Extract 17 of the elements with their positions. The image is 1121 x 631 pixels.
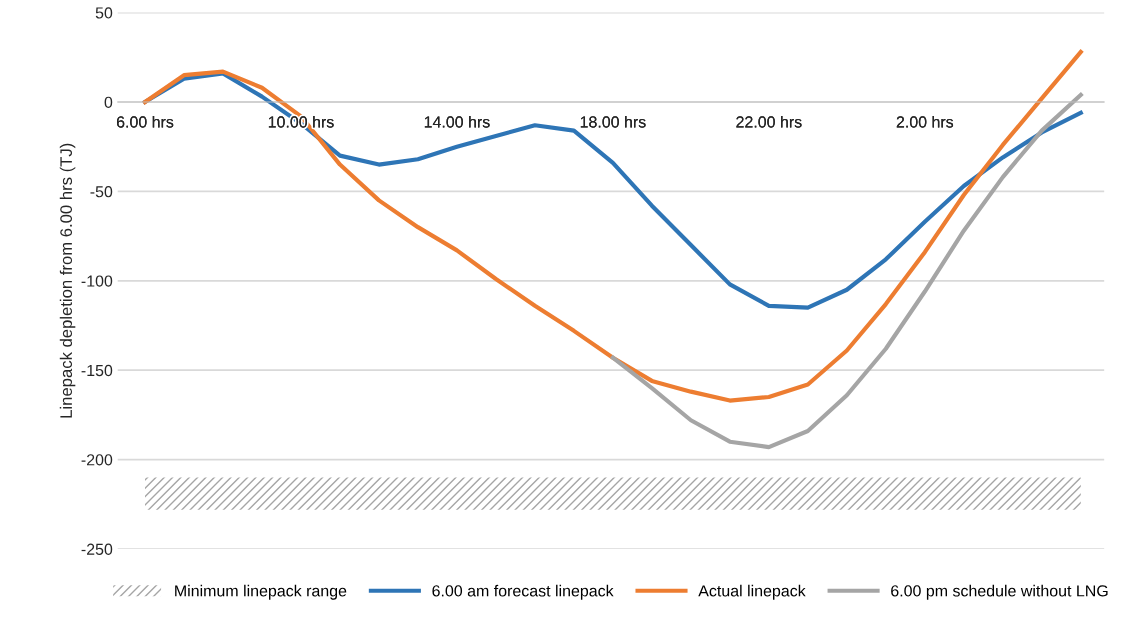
y-tick-label: -100 [81,275,113,287]
y-tick-label: -250 [81,543,113,555]
legend-label: Actual linepack [698,584,806,600]
x-tick-label: 22.00 hrs [736,115,802,128]
x-tick-label: 6.00 hrs [116,115,174,128]
legend-label: 6.00 am forecast linepack [432,584,614,600]
y-tick-label: 50 [95,7,113,19]
y-axis-title: Linepack depletion from 6.00 hrs (TJ) [59,143,76,418]
x-tick-label: 2.00 hrs [896,115,954,128]
y-tick-label: -50 [90,186,113,198]
legend-label: 6.00 pm schedule without LNG [891,584,1108,600]
y-tick-label: -150 [81,364,113,377]
legend-label: Minimum linepack range [175,584,347,600]
x-tick-label: 14.00 hrs [424,115,490,128]
y-tick-label: 0 [104,96,113,108]
x-tick-label: 18.00 hrs [580,115,646,128]
y-tick-label: -200 [81,454,113,466]
